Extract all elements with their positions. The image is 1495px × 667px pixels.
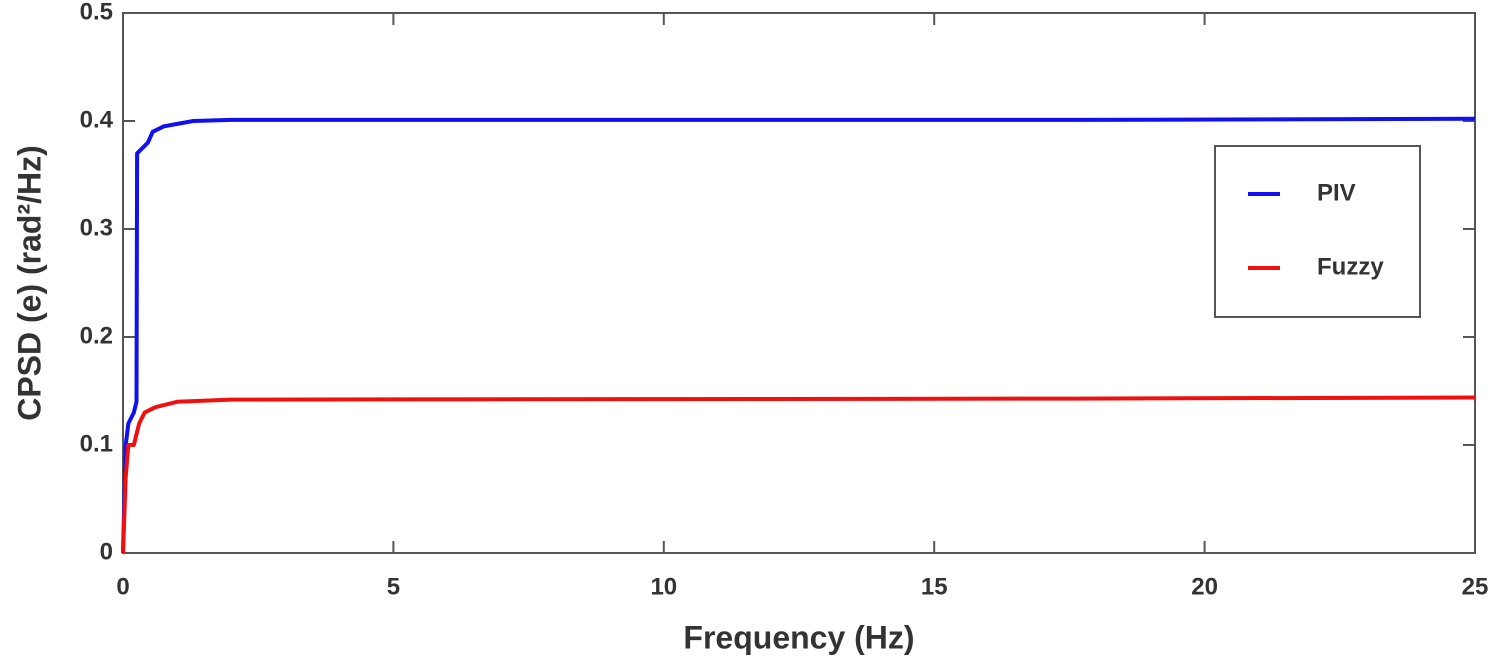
x-tick-label: 0 bbox=[116, 573, 129, 600]
y-tick-label: 0.5 bbox=[80, 0, 113, 25]
y-axis-label: CPSD (e) (rad²/Hz) bbox=[11, 145, 47, 421]
x-tick-label: 5 bbox=[387, 573, 400, 600]
x-tick-label: 25 bbox=[1462, 573, 1489, 600]
legend-box bbox=[1214, 145, 1421, 318]
plot-frame bbox=[122, 12, 1476, 554]
x-tick-label: 10 bbox=[650, 573, 677, 600]
y-tick-label: 0.3 bbox=[80, 214, 113, 241]
x-tick-label: 20 bbox=[1191, 573, 1218, 600]
legend-label: Fuzzy bbox=[1317, 253, 1384, 280]
y-tick-label: 0.2 bbox=[80, 322, 113, 349]
series-line bbox=[121, 116, 1476, 554]
y-tick-label: 0.1 bbox=[80, 430, 113, 457]
series-line bbox=[121, 395, 1476, 554]
x-axis-label: Frequency (Hz) bbox=[683, 619, 914, 655]
y-tick-label: 0 bbox=[100, 538, 113, 565]
legend-label: PIV bbox=[1317, 179, 1356, 206]
x-tick-label: 15 bbox=[921, 573, 948, 600]
y-tick-label: 0.4 bbox=[80, 106, 114, 133]
